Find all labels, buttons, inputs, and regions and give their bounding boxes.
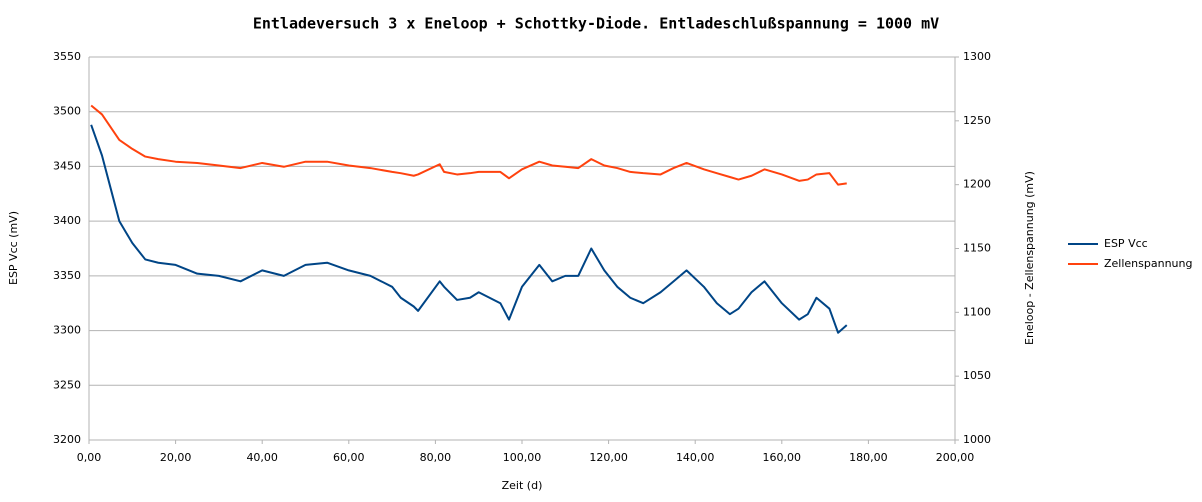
y2-tick-label: 1300 — [963, 50, 991, 63]
x-tick-label: 160,00 — [763, 451, 802, 464]
y-tick-label: 3450 — [53, 159, 81, 172]
chart-title: Entladeversuch 3 x Eneloop + Schottky-Di… — [253, 15, 939, 33]
y2-tick-label: 1150 — [963, 242, 991, 255]
y2-tick-label: 1050 — [963, 369, 991, 382]
y-tick-label: 3300 — [53, 324, 81, 337]
x-axis-label: Zeit (d) — [502, 479, 543, 492]
legend-label: Zellenspannung — [1104, 257, 1192, 270]
y2-tick-label: 1200 — [963, 178, 991, 191]
y-tick-label: 3550 — [53, 50, 81, 63]
x-tick-label: 60,00 — [333, 451, 365, 464]
x-tick-label: 100,00 — [503, 451, 542, 464]
series-line — [90, 104, 847, 186]
y-tick-label: 3200 — [53, 433, 81, 446]
y-tick-label: 3400 — [53, 214, 81, 227]
x-tick-label: 40,00 — [246, 451, 278, 464]
y-axis-label: ESP Vcc (mV) — [7, 211, 20, 285]
y-tick-label: 3500 — [53, 105, 81, 118]
x-tick-label: 0,00 — [77, 451, 102, 464]
y2-tick-label: 1000 — [963, 433, 991, 446]
x-tick-label: 120,00 — [589, 451, 628, 464]
series-line — [90, 124, 848, 334]
y2-axis-label: Eneloop - Zellenspannung (mV) — [1023, 171, 1036, 345]
y-tick-label: 3350 — [53, 269, 81, 282]
x-tick-label: 140,00 — [676, 451, 715, 464]
x-tick-label: 80,00 — [420, 451, 452, 464]
legend-label: ESP Vcc — [1104, 237, 1148, 250]
x-tick-label: 200,00 — [936, 451, 975, 464]
y2-tick-label: 1250 — [963, 114, 991, 127]
x-tick-label: 180,00 — [849, 451, 888, 464]
y2-tick-label: 1100 — [963, 305, 991, 318]
x-tick-label: 20,00 — [160, 451, 192, 464]
y-tick-label: 3250 — [53, 378, 81, 391]
